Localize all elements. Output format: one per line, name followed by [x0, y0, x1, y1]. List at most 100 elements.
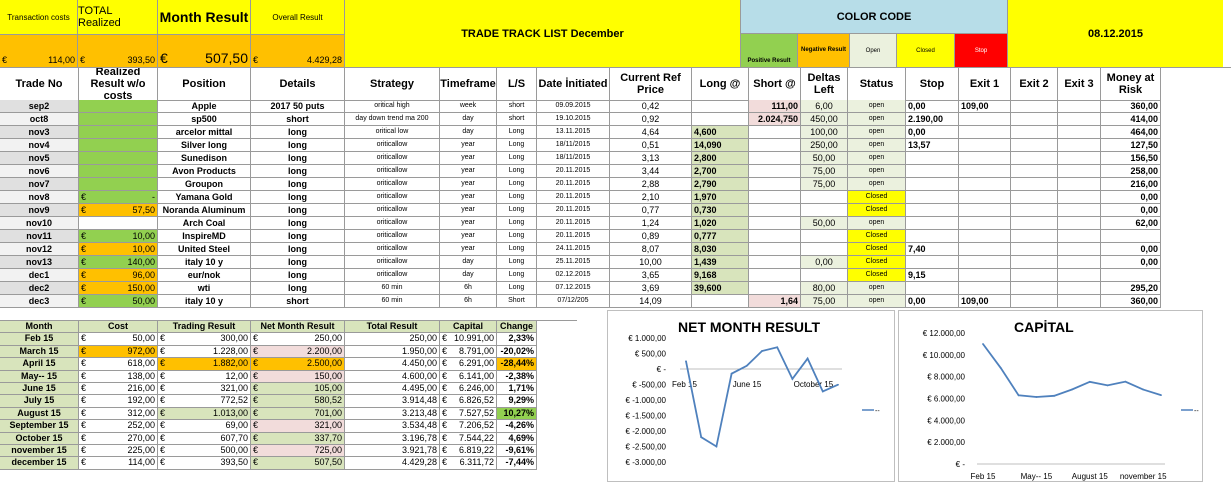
cell-long[interactable]: 1,020 — [692, 217, 749, 230]
cell-ls[interactable]: Long — [497, 139, 537, 152]
monthly-cell-m[interactable]: September 15 — [0, 420, 79, 433]
cell-no[interactable]: nov9 — [0, 204, 79, 217]
monthly-cell-tr[interactable]: €772,52 — [158, 395, 251, 408]
cell-price[interactable]: 10,00 — [610, 256, 692, 269]
cell-position[interactable]: Apple — [158, 100, 251, 113]
cell-exit2[interactable] — [1011, 139, 1058, 152]
cell-details[interactable]: long — [251, 165, 345, 178]
monthly-cell-net[interactable]: €507,50 — [251, 457, 345, 470]
cell-realized[interactable]: €10,00 — [79, 243, 158, 256]
monthly-cell-cost[interactable]: €972,00 — [79, 345, 158, 359]
capital-chart[interactable]: CAPİTAL € 12.000,00 € 10.000,00 € 8.000,00… — [898, 310, 1203, 482]
cell-exit2[interactable] — [1011, 269, 1058, 282]
cell-realized[interactable] — [79, 165, 158, 178]
monthly-cell-m[interactable]: March 15 — [0, 345, 79, 359]
cell-deltas[interactable] — [801, 269, 848, 282]
cell-date[interactable]: 20.11.2015 — [537, 230, 610, 243]
monthly-cell-cost[interactable]: €312,00 — [79, 407, 158, 421]
cell-status[interactable]: Closed — [848, 230, 906, 243]
monthly-cell-cost[interactable]: €114,00 — [79, 457, 158, 470]
cell-short[interactable] — [749, 256, 801, 269]
monthly-cell-chg[interactable]: -7,44% — [497, 457, 537, 470]
cell-risk[interactable]: 360,00 — [1101, 295, 1161, 308]
cell-long[interactable]: 0,730 — [692, 204, 749, 217]
cell-exit2[interactable] — [1011, 113, 1058, 126]
cell-details[interactable]: long — [251, 178, 345, 191]
cell-status[interactable]: open — [848, 139, 906, 152]
cell-long[interactable]: 9,168 — [692, 269, 749, 282]
monthly-cell-chg[interactable]: -20,02% — [497, 345, 537, 359]
cell-exit2[interactable] — [1011, 126, 1058, 139]
cell-tf[interactable]: day — [440, 256, 497, 269]
monthly-cell-tr[interactable]: €500,00 — [158, 445, 251, 458]
cell-long[interactable]: 1,970 — [692, 191, 749, 204]
monthly-cell-total[interactable]: 4.495,00 — [345, 383, 440, 396]
cell-exit3[interactable] — [1058, 282, 1101, 295]
cell-exit3[interactable] — [1058, 165, 1101, 178]
cell-no[interactable]: dec1 — [0, 269, 79, 282]
cell-price[interactable]: 0,42 — [610, 100, 692, 113]
cell-no[interactable]: nov7 — [0, 178, 79, 191]
cell-ls[interactable]: Long — [497, 217, 537, 230]
cell-status[interactable]: open — [848, 295, 906, 308]
cell-exit1[interactable] — [959, 217, 1011, 230]
cell-strategy[interactable]: oriticallow — [345, 139, 440, 152]
cell-no[interactable]: sep2 — [0, 100, 79, 113]
cell-status[interactable]: open — [848, 178, 906, 191]
cell-exit3[interactable] — [1058, 191, 1101, 204]
cell-status[interactable]: Closed — [848, 256, 906, 269]
monthly-cell-total[interactable]: 3.213,48 — [345, 407, 440, 421]
monthly-cell-cap[interactable]: €6.246,00 — [440, 383, 497, 396]
cell-exit3[interactable] — [1058, 100, 1101, 113]
cell-status[interactable]: open — [848, 152, 906, 165]
cell-realized[interactable]: €96,00 — [79, 269, 158, 282]
cell-short[interactable] — [749, 230, 801, 243]
cell-price[interactable]: 0,77 — [610, 204, 692, 217]
monthly-column-header-cost[interactable]: Cost — [79, 321, 158, 334]
column-header-ls[interactable]: L/S — [497, 68, 537, 101]
cell-ls[interactable]: Long — [497, 282, 537, 295]
monthly-column-header-tr[interactable]: Trading Result — [158, 321, 251, 334]
monthly-column-header-cap[interactable]: Capital — [440, 321, 497, 334]
cell-exit2[interactable] — [1011, 282, 1058, 295]
cell-exit2[interactable] — [1011, 204, 1058, 217]
cell-status[interactable]: Closed — [848, 243, 906, 256]
monthly-cell-cost[interactable]: €270,00 — [79, 432, 158, 445]
cell-deltas[interactable]: 75,00 — [801, 165, 848, 178]
cell-stop[interactable]: 2.190,00 — [906, 113, 959, 126]
monthly-cell-net[interactable]: €2.500,00 — [251, 358, 345, 371]
cell-risk[interactable]: 127,50 — [1101, 139, 1161, 152]
cell-short[interactable] — [749, 204, 801, 217]
monthly-column-header-m[interactable]: Month — [0, 321, 79, 334]
cell-long[interactable]: 2,700 — [692, 165, 749, 178]
cell-exit3[interactable] — [1058, 126, 1101, 139]
cell-details[interactable]: long — [251, 243, 345, 256]
month-result-label-cell[interactable]: Month Result — [158, 0, 251, 34]
column-header-no[interactable]: Trade No — [0, 68, 79, 101]
monthly-cell-cap[interactable]: €10.991,00 — [440, 333, 497, 346]
monthly-column-header-total[interactable]: Total Result — [345, 321, 440, 334]
cell-realized[interactable]: €140,00 — [79, 256, 158, 269]
cell-deltas[interactable]: 450,00 — [801, 113, 848, 126]
column-header-strategy[interactable]: Strategy — [345, 68, 440, 101]
cell-price[interactable]: 8,07 — [610, 243, 692, 256]
cell-stop[interactable]: 0,00 — [906, 100, 959, 113]
cell-status[interactable]: Closed — [848, 191, 906, 204]
cell-realized[interactable]: €10,00 — [79, 230, 158, 243]
cell-price[interactable]: 0,89 — [610, 230, 692, 243]
cell-long[interactable] — [692, 100, 749, 113]
cell-no[interactable]: nov6 — [0, 165, 79, 178]
cell-no[interactable]: dec3 — [0, 295, 79, 308]
cell-tf[interactable]: year — [440, 165, 497, 178]
cell-exit1[interactable] — [959, 256, 1011, 269]
monthly-cell-tr[interactable]: €321,00 — [158, 383, 251, 396]
cell-tf[interactable]: year — [440, 243, 497, 256]
cell-realized[interactable] — [79, 126, 158, 139]
monthly-column-header-net[interactable]: Net Month Result — [251, 321, 345, 334]
cell-strategy[interactable]: 60 min — [345, 282, 440, 295]
monthly-cell-m[interactable]: Feb 15 — [0, 333, 79, 346]
color-code-title-cell[interactable]: COLOR CODE — [741, 0, 1008, 33]
cell-position[interactable]: Sunedison — [158, 152, 251, 165]
monthly-cell-m[interactable]: May-- 15 — [0, 370, 79, 383]
cell-long[interactable]: 0,777 — [692, 230, 749, 243]
